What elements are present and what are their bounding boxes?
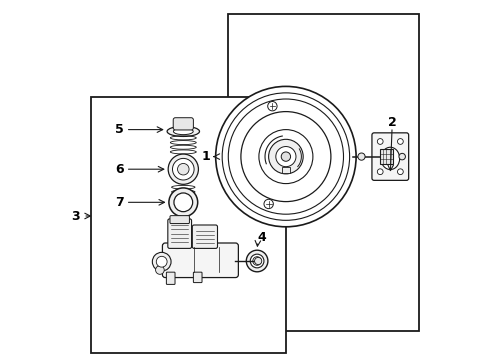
Circle shape (397, 139, 403, 144)
Ellipse shape (167, 126, 199, 136)
Ellipse shape (173, 128, 193, 135)
Ellipse shape (380, 147, 399, 170)
FancyBboxPatch shape (173, 118, 193, 130)
FancyBboxPatch shape (166, 272, 175, 284)
FancyBboxPatch shape (170, 216, 189, 224)
Text: 3: 3 (71, 210, 80, 222)
FancyBboxPatch shape (162, 243, 238, 278)
Text: 4: 4 (257, 231, 265, 244)
Bar (379, 149, 392, 164)
FancyBboxPatch shape (192, 225, 217, 248)
Text: 7: 7 (115, 196, 123, 209)
Circle shape (241, 112, 330, 202)
Circle shape (252, 257, 261, 265)
Circle shape (155, 266, 164, 274)
Bar (228, 14, 418, 331)
Circle shape (168, 188, 197, 217)
Circle shape (377, 169, 382, 175)
Circle shape (267, 102, 277, 111)
Circle shape (275, 147, 295, 167)
Text: 1: 1 (201, 150, 210, 163)
Circle shape (152, 252, 171, 271)
Text: 2: 2 (387, 116, 396, 129)
Text: 5: 5 (115, 123, 123, 136)
Circle shape (264, 199, 273, 209)
Circle shape (215, 86, 355, 227)
Circle shape (174, 193, 192, 212)
Circle shape (357, 153, 365, 160)
Circle shape (250, 254, 264, 268)
Circle shape (397, 169, 403, 175)
FancyBboxPatch shape (193, 272, 202, 283)
Circle shape (168, 154, 198, 184)
Circle shape (246, 250, 267, 272)
Bar (91, 97, 285, 353)
Bar (281, 167, 289, 173)
Circle shape (281, 152, 290, 161)
Circle shape (258, 130, 312, 184)
FancyBboxPatch shape (167, 219, 191, 248)
Circle shape (398, 153, 405, 160)
Circle shape (172, 158, 194, 180)
Circle shape (268, 139, 303, 174)
Circle shape (254, 257, 261, 265)
FancyBboxPatch shape (371, 133, 408, 180)
Circle shape (177, 163, 189, 175)
Text: 6: 6 (115, 163, 123, 176)
Circle shape (156, 256, 167, 267)
Circle shape (377, 139, 382, 144)
